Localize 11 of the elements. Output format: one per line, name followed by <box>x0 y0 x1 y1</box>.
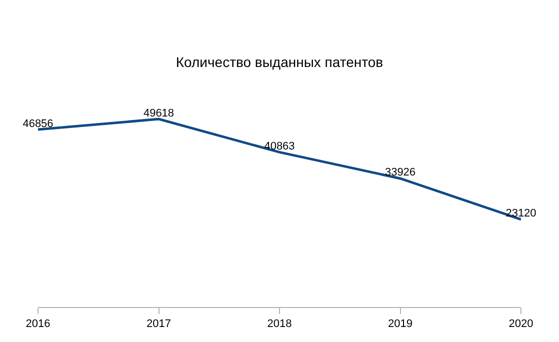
data-label: 49618 <box>143 107 174 120</box>
data-label: 23120 <box>506 208 536 220</box>
chart-title: Количество выданных патентов <box>176 54 384 70</box>
data-label: 40863 <box>264 140 295 152</box>
x-tick-label: 2019 <box>388 318 412 330</box>
x-tick-label: 2020 <box>508 318 534 330</box>
data-label: 33926 <box>384 166 416 179</box>
data-label: 46856 <box>22 118 54 130</box>
x-tick-label: 2016 <box>26 318 50 330</box>
x-tick-label: 2017 <box>146 318 171 330</box>
x-tick-label: 2018 <box>267 318 292 330</box>
